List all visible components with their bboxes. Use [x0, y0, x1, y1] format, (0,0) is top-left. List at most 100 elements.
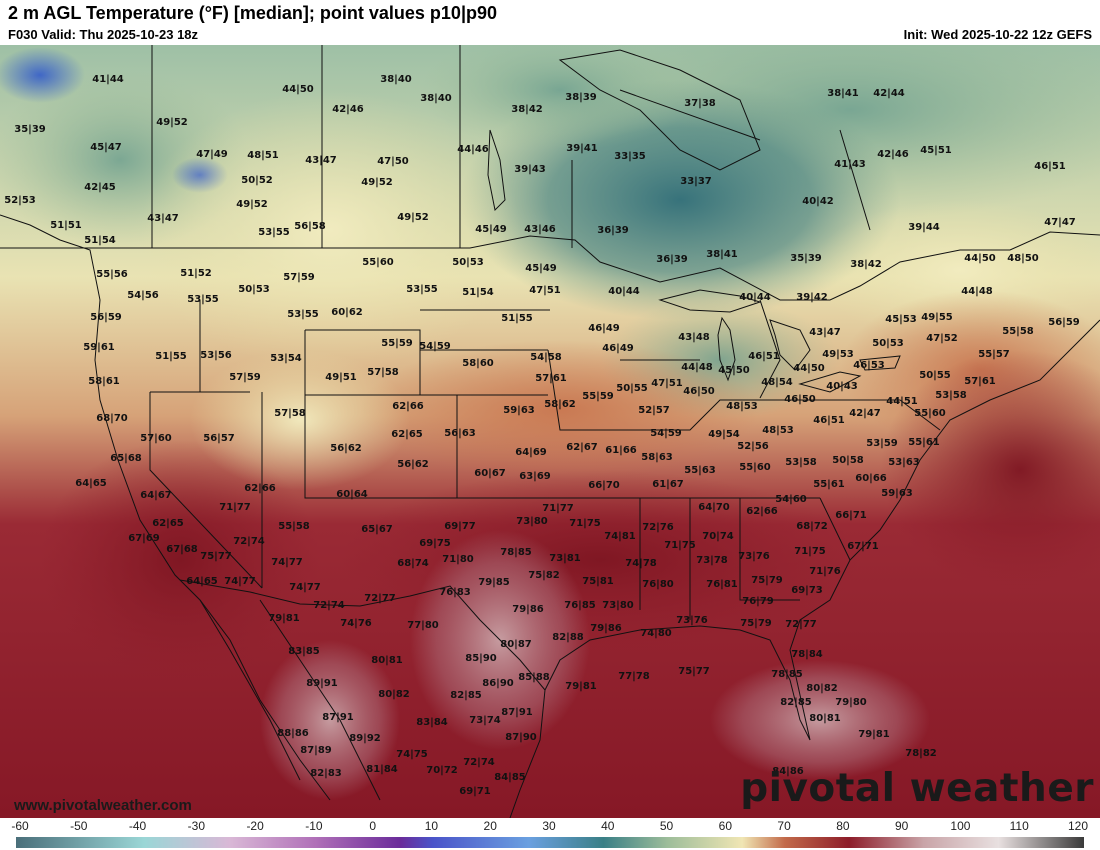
point-value-label: 74|77: [224, 576, 256, 587]
point-value-label: 73|76: [738, 551, 770, 562]
point-value-label: 60|64: [336, 489, 368, 500]
point-value-label: 33|37: [680, 176, 712, 187]
point-value-label: 55|61: [908, 437, 940, 448]
point-value-label: 59|63: [881, 488, 913, 499]
point-value-label: 71|77: [542, 503, 574, 514]
point-value-label: 69|75: [419, 538, 451, 549]
point-value-label: 51|54: [84, 235, 116, 246]
point-value-label: 44|50: [282, 84, 314, 95]
point-value-label: 55|58: [278, 521, 310, 532]
point-value-label: 50|53: [872, 338, 904, 349]
legend-tick-label: 70: [777, 819, 791, 833]
canada-province-lines: [151, 45, 871, 248]
point-value-label: 53|63: [888, 457, 920, 468]
point-value-label: 71|76: [809, 566, 841, 577]
point-value-label: 89|91: [306, 678, 338, 689]
point-value-label: 53|58: [935, 390, 967, 401]
header: 2 m AGL Temperature (°F) [median]; point…: [0, 0, 1100, 45]
temperature-map[interactable]: 41|44 44|50 38|40 38|40 42|46 38|42 38|39 37|38…: [0, 45, 1100, 818]
point-value-label: 36|39: [597, 225, 629, 236]
legend-tick-label: 10: [424, 819, 439, 833]
coastline-west: [0, 214, 331, 801]
point-value-label: 56|59: [90, 312, 122, 323]
point-value-label: 51|54: [462, 287, 494, 298]
point-value-label: 72|74: [313, 600, 345, 611]
point-value-label: 47|51: [651, 378, 683, 389]
point-value-label: 74|81: [604, 531, 636, 542]
point-value-label: 58|63: [641, 452, 673, 463]
point-value-label: 53|59: [866, 438, 898, 449]
point-value-label: 68|70: [96, 413, 128, 424]
point-value-label: 69|77: [444, 521, 476, 532]
point-value-label: 42|46: [332, 104, 364, 115]
point-value-label: 62|65: [391, 429, 423, 440]
lake-superior: [658, 289, 762, 313]
point-value-label: 42|44: [873, 88, 905, 99]
point-value-label: 72|77: [364, 593, 396, 604]
point-value-label: 39|41: [566, 143, 598, 154]
point-value-label: 63|69: [519, 471, 551, 482]
point-value-label: 43|47: [147, 213, 179, 224]
legend-tick-label: 80: [836, 819, 850, 833]
point-value-label: 45|47: [90, 142, 122, 153]
point-value-label: 60|62: [331, 307, 363, 318]
point-value-label: 43|48: [678, 332, 710, 343]
point-value-label: 56|62: [397, 459, 429, 470]
point-value-label: 41|43: [834, 159, 866, 170]
point-value-label: 83|84: [416, 717, 448, 728]
point-value-label: 47|50: [377, 156, 409, 167]
point-value-label: 87|89: [300, 745, 332, 756]
point-value-label: 66|71: [835, 510, 867, 521]
temperature-field-shading: [0, 45, 1100, 800]
point-value-label: 56|58: [294, 221, 326, 232]
point-value-label: 39|43: [514, 164, 546, 175]
point-value-label: 75|81: [582, 576, 614, 587]
point-value-label: 49|51: [325, 372, 357, 383]
point-value-label: 79|86: [512, 604, 544, 615]
coastline-gulf: [544, 319, 1100, 741]
legend-tick-label: 90: [894, 819, 909, 833]
point-value-label: 57|61: [964, 376, 996, 387]
point-value-label: 45|49: [475, 224, 507, 235]
point-value-label: 46|49: [602, 343, 634, 354]
legend-tick-label: -20: [246, 819, 264, 833]
point-value-label: 38|42: [511, 104, 543, 115]
legend-tick-label: -50: [70, 819, 88, 833]
point-values-layer: 41|44 44|50 38|40 38|40 42|46 38|42 38|39 37|38…: [4, 74, 1080, 797]
legend-tick-label: 100: [950, 819, 971, 833]
point-value-label: 46|51: [1034, 161, 1066, 172]
us-mexico-border: [179, 579, 546, 691]
lake-michigan: [717, 316, 736, 382]
point-value-label: 37|38: [684, 98, 716, 109]
point-value-label: 53|56: [200, 350, 232, 361]
point-value-label: 61|67: [652, 479, 684, 490]
point-value-label: 80|82: [806, 683, 838, 694]
point-value-label: 77|78: [618, 671, 650, 682]
point-value-label: 39|42: [796, 292, 828, 303]
point-value-label: 51|55: [155, 351, 187, 362]
point-value-label: 64|65: [75, 478, 107, 489]
legend-tick-label: -30: [187, 819, 205, 833]
point-value-label: 57|58: [274, 408, 306, 419]
point-value-label: 38|42: [850, 259, 882, 270]
point-value-label: 73|80: [602, 600, 634, 611]
point-value-label: 48|53: [726, 401, 758, 412]
point-value-label: 74|77: [271, 557, 303, 568]
point-value-label: 51|55: [501, 313, 533, 324]
legend-tick-label: -10: [305, 819, 323, 833]
point-value-label: 82|83: [310, 768, 342, 779]
point-value-label: 72|74: [233, 536, 265, 547]
website-url[interactable]: www.pivotalweather.com: [14, 797, 192, 814]
point-value-label: 49|53: [822, 349, 854, 360]
point-value-label: 74|75: [396, 749, 428, 760]
point-value-label: 84|85: [494, 772, 526, 783]
point-value-label: 52|53: [4, 195, 36, 206]
point-value-label: 73|74: [469, 715, 501, 726]
point-value-label: 51|51: [50, 220, 82, 231]
point-value-label: 40|44: [739, 292, 771, 303]
point-value-label: 48|53: [762, 425, 794, 436]
point-value-label: 50|52: [241, 175, 273, 186]
point-value-label: 55|60: [914, 408, 946, 419]
point-value-label: 54|59: [650, 428, 682, 439]
point-value-label: 35|39: [790, 253, 822, 264]
